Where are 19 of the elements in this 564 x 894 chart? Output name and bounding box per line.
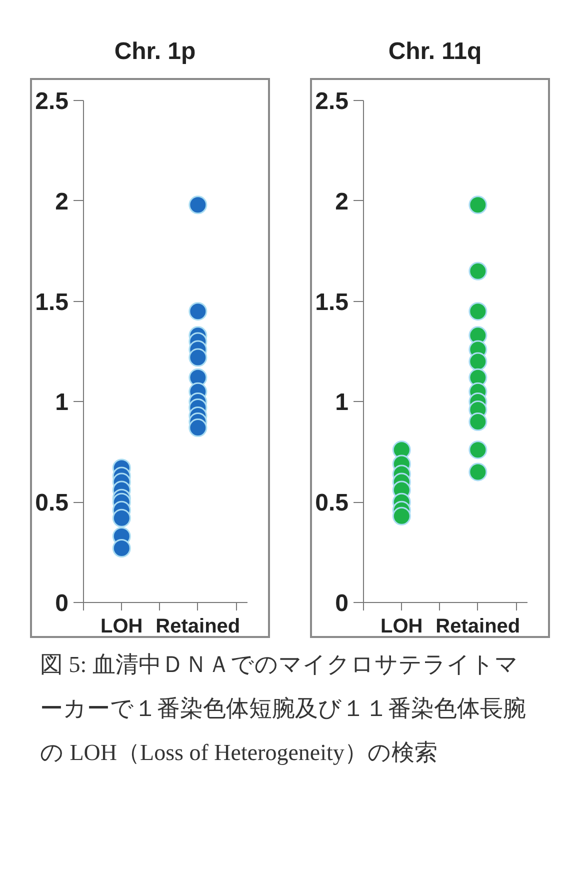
y-tick-label: 2 bbox=[55, 188, 69, 216]
x-tick-label: LOH bbox=[380, 616, 423, 638]
y-tick-label: 0.5 bbox=[315, 490, 349, 517]
chart-title: Chr. 1p bbox=[114, 37, 196, 67]
y-tick-label: 0 bbox=[55, 590, 69, 618]
x-tick-label: LOH bbox=[100, 616, 143, 638]
y-tick-label: 2.5 bbox=[35, 88, 69, 116]
y-tick-label: 1.5 bbox=[315, 289, 349, 316]
y-tick-label: 1 bbox=[335, 389, 349, 416]
x-tick-label: Retained bbox=[436, 616, 520, 638]
y-tick-label: 0.5 bbox=[35, 490, 69, 517]
y-tick-label: 2.5 bbox=[315, 88, 349, 116]
y-tick-label: 1.5 bbox=[35, 289, 69, 316]
y-tick-label: 2 bbox=[335, 188, 349, 216]
y-tick-label: 1 bbox=[55, 389, 69, 416]
x-tick-label: Retained bbox=[156, 616, 240, 638]
y-tick-label: 0 bbox=[335, 590, 349, 618]
chart-title: Chr. 11q bbox=[388, 37, 482, 67]
caption: 図 5: 血清中ＤＮＡでのマイクロサテライトマーカーで１番染色体短腕及び１１番染色体長腕の LOH（Loss of Heterogeneity）の検索 bbox=[40, 651, 527, 768]
